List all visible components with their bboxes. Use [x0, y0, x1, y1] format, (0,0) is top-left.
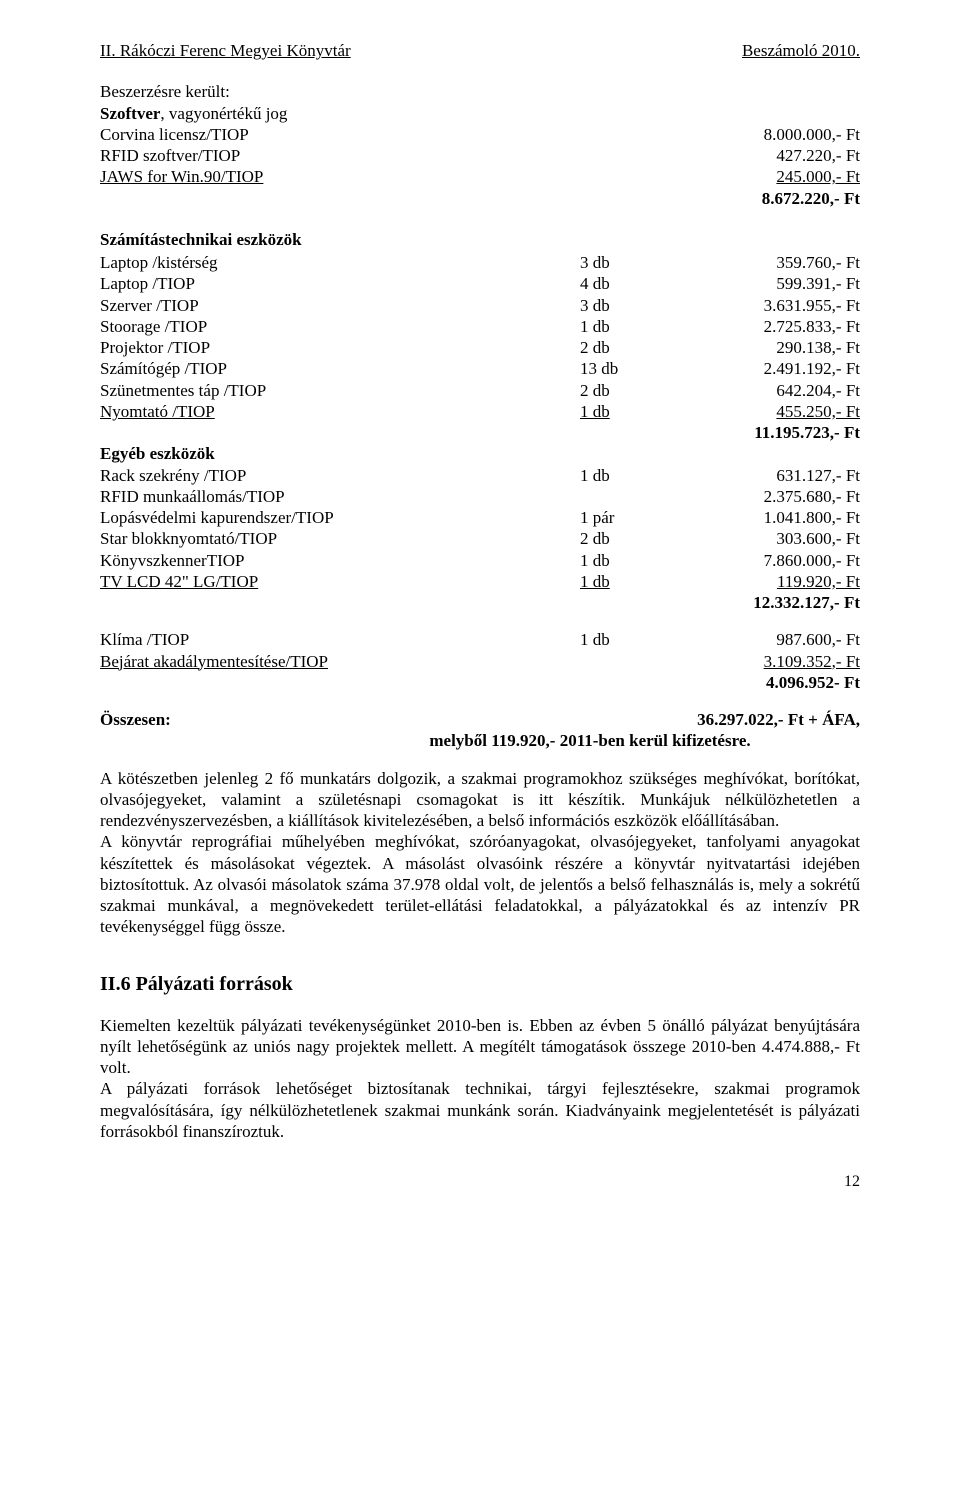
- other-title: Egyéb eszközök: [100, 443, 860, 464]
- cell-val: 3.109.352,- Ft: [670, 651, 860, 672]
- cell-val: 119.920,- Ft: [670, 571, 860, 592]
- cell-name: Szünetmentes táp /TIOP: [100, 380, 580, 401]
- page-number: 12: [100, 1172, 860, 1192]
- cell-val: 359.760,- Ft: [670, 252, 860, 273]
- cell-val: 1.041.800,- Ft: [670, 507, 860, 528]
- header-left: II. Rákóczi Ferenc Megyei Könyvtár: [100, 40, 351, 61]
- soft-total: 8.672.220,- Ft: [100, 188, 860, 209]
- row-comp6: Szünetmentes táp /TIOP2 db642.204,- Ft: [100, 380, 860, 401]
- section-heading: II.6 Pályázati források: [100, 972, 860, 997]
- cell-val: 631.127,- Ft: [670, 465, 860, 486]
- cell-val: 7.860.000,- Ft: [670, 550, 860, 571]
- grand-total-row1: Összesen: 36.297.022,- Ft + ÁFA,: [100, 709, 860, 730]
- cell-val: 642.204,- Ft: [670, 380, 860, 401]
- cell-val: 245.000,- Ft: [670, 166, 860, 187]
- header-right: Beszámoló 2010.: [742, 40, 860, 61]
- cell-val: 2.725.833,- Ft: [670, 316, 860, 337]
- cell-qty: 3 db: [580, 295, 670, 316]
- row-othLast: TV LCD 42" LG/TIOP1 db119.920,- Ft: [100, 571, 860, 592]
- cell-name: Klíma /TIOP: [100, 629, 580, 650]
- row-comp4: Projektor /TIOP2 db290.138,- Ft: [100, 337, 860, 358]
- cell-qty: 1 db: [580, 316, 670, 337]
- row-bejarat: Bejárat akadálymentesítése/TIOP 3.109.352…: [100, 651, 860, 672]
- cell-qty: 13 db: [580, 358, 670, 379]
- cell-qty: 1 db: [580, 629, 670, 650]
- cell-val: 2.375.680,- Ft: [670, 486, 860, 507]
- row-comp3: Stoorage /TIOP1 db2.725.833,- Ft: [100, 316, 860, 337]
- comp-total: 11.195.723,- Ft: [100, 422, 860, 443]
- software-rest: , vagyonértékű jog: [160, 104, 287, 123]
- other-total: 12.332.127,- Ft: [100, 592, 860, 613]
- cell-name: Lopásvédelmi kapurendszer/TIOP: [100, 507, 580, 528]
- cell-val: 987.600,- Ft: [670, 629, 860, 650]
- cell-name: Számítógép /TIOP: [100, 358, 580, 379]
- software-title: Szoftver, vagyonértékű jog: [100, 103, 860, 124]
- cell-name: Nyomtató /TIOP: [100, 401, 580, 422]
- cell-val: 2.491.192,- Ft: [670, 358, 860, 379]
- cell-name: Laptop /kistérség: [100, 252, 580, 273]
- cell-name: Rack szekrény /TIOP: [100, 465, 580, 486]
- row-comp5: Számítógép /TIOP13 db2.491.192,- Ft: [100, 358, 860, 379]
- para2: A könyvtár reprográfiai műhelyében meghí…: [100, 831, 860, 937]
- cell-qty: 4 db: [580, 273, 670, 294]
- grand-val1: 36.297.022,- Ft + ÁFA,: [697, 709, 860, 730]
- cell-name: Projektor /TIOP: [100, 337, 580, 358]
- cell-name: TV LCD 42" LG/TIOP: [100, 571, 580, 592]
- row-comp0: Laptop /kistérség3 db359.760,- Ft: [100, 252, 860, 273]
- cell-name: JAWS for Win.90/TIOP: [100, 166, 580, 187]
- page-header: II. Rákóczi Ferenc Megyei Könyvtár Beszá…: [100, 40, 860, 61]
- cell-qty: 1 db: [580, 465, 670, 486]
- row-compLast: Nyomtató /TIOP1 db455.250,- Ft: [100, 401, 860, 422]
- row-soft1: Corvina licensz/TIOP 8.000.000,- Ft: [100, 124, 860, 145]
- cell-qty: 2 db: [580, 380, 670, 401]
- cell-name: Bejárat akadálymentesítése/TIOP: [100, 651, 580, 672]
- row-oth2: Lopásvédelmi kapurendszer/TIOP1 pár1.041…: [100, 507, 860, 528]
- para4: A pályázati források lehetőséget biztosí…: [100, 1078, 860, 1142]
- row-comp2: Szerver /TIOP3 db3.631.955,- Ft: [100, 295, 860, 316]
- cell-val: 427.220,- Ft: [670, 145, 860, 166]
- cell-val: 599.391,- Ft: [670, 273, 860, 294]
- cell-qty: 3 db: [580, 252, 670, 273]
- row-oth0: Rack szekrény /TIOP1 db631.127,- Ft: [100, 465, 860, 486]
- software-bold: Szoftver: [100, 104, 160, 123]
- cell-qty: 2 db: [580, 528, 670, 549]
- page: II. Rákóczi Ferenc Megyei Könyvtár Beszá…: [0, 0, 960, 1232]
- acquired-title: Beszerzésre került:: [100, 81, 860, 102]
- cell-qty: 2 db: [580, 337, 670, 358]
- cell-val: 3.631.955,- Ft: [670, 295, 860, 316]
- cell-name: Corvina licensz/TIOP: [100, 124, 580, 145]
- row-oth1: RFID munkaállomás/TIOP 2.375.680,- Ft: [100, 486, 860, 507]
- cell-val: 455.250,- Ft: [670, 401, 860, 422]
- cell-name: Star blokknyomtató/TIOP: [100, 528, 580, 549]
- cell-qty: 1 db: [580, 401, 670, 422]
- cell-name: RFID szoftver/TIOP: [100, 145, 580, 166]
- cell-qty: 1 db: [580, 550, 670, 571]
- row-oth4: KönyvszkennerTIOP1 db7.860.000,- Ft: [100, 550, 860, 571]
- cell-name: Laptop /TIOP: [100, 273, 580, 294]
- grand-label: Összesen:: [100, 709, 697, 730]
- cell-name: Szerver /TIOP: [100, 295, 580, 316]
- para3: Kiemelten kezeltük pályázati tevékenység…: [100, 1015, 860, 1079]
- row-oth3: Star blokknyomtató/TIOP2 db303.600,- Ft: [100, 528, 860, 549]
- cell-val: 290.138,- Ft: [670, 337, 860, 358]
- klima-total: 4.096.952- Ft: [100, 672, 860, 693]
- row-comp1: Laptop /TIOP4 db599.391,- Ft: [100, 273, 860, 294]
- comp-title: Számítástechnikai eszközök: [100, 229, 860, 250]
- grand-val2: melyből 119.920,- 2011-ben kerül kifizet…: [320, 730, 860, 751]
- row-soft2: RFID szoftver/TIOP 427.220,- Ft: [100, 145, 860, 166]
- row-jaws: JAWS for Win.90/TIOP 245.000,- Ft: [100, 166, 860, 187]
- cell-qty: 1 pár: [580, 507, 670, 528]
- cell-val: 303.600,- Ft: [670, 528, 860, 549]
- para1: A kötészetben jelenleg 2 fő munkatárs do…: [100, 768, 860, 832]
- cell-name: Stoorage /TIOP: [100, 316, 580, 337]
- cell-val: 8.000.000,- Ft: [670, 124, 860, 145]
- cell-qty: 1 db: [580, 571, 670, 592]
- cell-name: KönyvszkennerTIOP: [100, 550, 580, 571]
- row-klima: Klíma /TIOP1 db987.600,- Ft: [100, 629, 860, 650]
- cell-name: RFID munkaállomás/TIOP: [100, 486, 580, 507]
